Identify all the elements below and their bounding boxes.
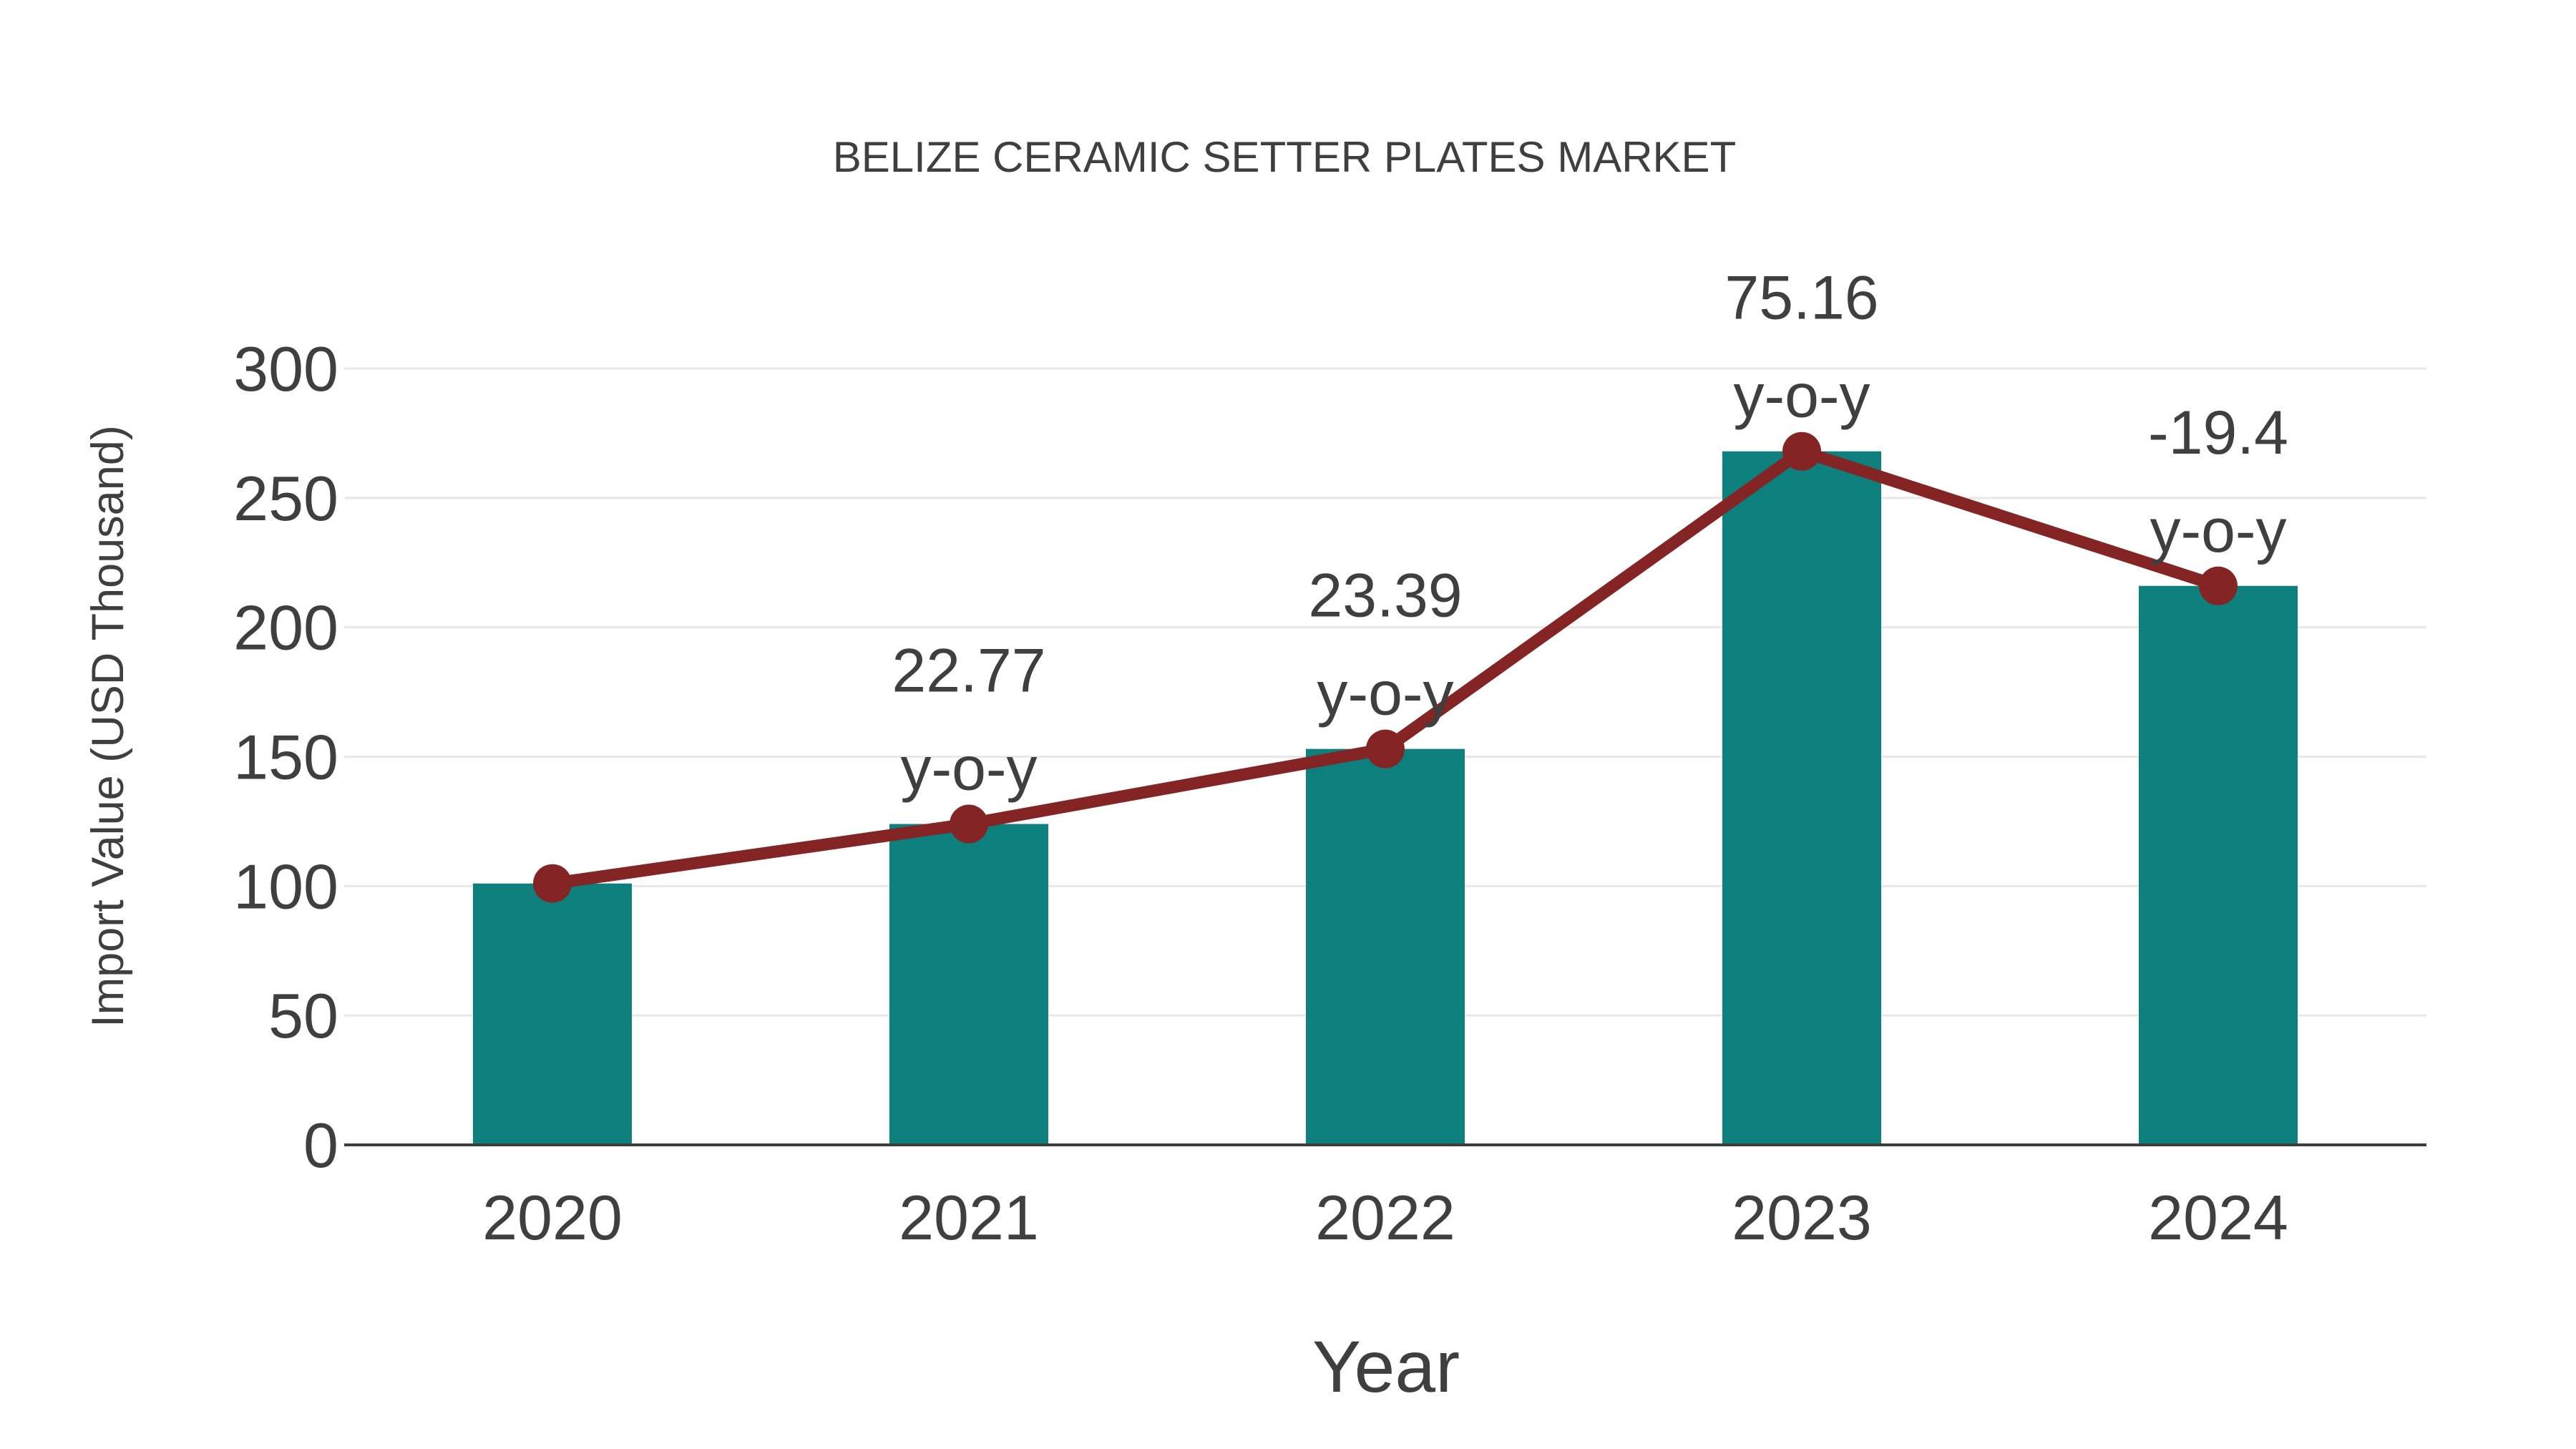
yoy-suffix-label-2021: y-o-y xyxy=(900,735,1037,804)
yoy-value-label-2021: 22.77 xyxy=(892,637,1045,706)
yoy-suffix-label-2024: y-o-y xyxy=(2150,497,2286,565)
trend-marker-2022 xyxy=(1366,729,1405,769)
bar-2024 xyxy=(2139,585,2298,1145)
x-tick-2021: 2021 xyxy=(899,1182,1039,1253)
y-axis-tick-labels: 0 50 100 150 200 250 300 xyxy=(233,333,338,1181)
yoy-suffix-label-2023: y-o-y xyxy=(1733,362,1870,431)
x-tick-2022: 2022 xyxy=(1315,1182,1455,1253)
x-axis-title: Year xyxy=(1312,1326,1460,1407)
y-tick-100: 100 xyxy=(233,851,338,922)
bar-2021 xyxy=(889,824,1048,1145)
trend-marker-2024 xyxy=(2199,566,2238,605)
bar-series xyxy=(473,451,2298,1145)
yoy-value-label-2022: 23.39 xyxy=(1308,562,1462,630)
trend-marker-2021 xyxy=(950,804,988,844)
y-tick-250: 250 xyxy=(233,463,338,534)
trend-marker-2020 xyxy=(533,864,572,903)
y-tick-0: 0 xyxy=(303,1110,338,1181)
y-tick-50: 50 xyxy=(268,980,338,1051)
x-tick-2024: 2024 xyxy=(2148,1182,2288,1253)
chart-title: BELIZE CERAMIC SETTER PLATES MARKET xyxy=(833,133,1736,181)
x-tick-2020: 2020 xyxy=(482,1182,623,1253)
yoy-suffix-label-2022: y-o-y xyxy=(1317,660,1453,728)
bar-2023 xyxy=(1722,451,1881,1145)
trend-marker-2023 xyxy=(1782,431,1821,471)
x-tick-2023: 2023 xyxy=(1732,1182,1872,1253)
y-tick-300: 300 xyxy=(233,333,338,404)
yoy-value-label-2023: 75.16 xyxy=(1724,264,1878,333)
y-tick-150: 150 xyxy=(233,722,338,793)
trend-line-series xyxy=(533,431,2238,903)
y-axis-title: Import Value (USD Thousand) xyxy=(83,425,133,1028)
y-tick-200: 200 xyxy=(233,592,338,663)
yoy-value-label-2024: -19.4 xyxy=(2148,399,2288,467)
data-labels: 22.77 y-o-y 23.39 y-o-y 75.16 y-o-y -19.4 y-o-y xyxy=(892,264,2288,804)
bar-2022 xyxy=(1306,748,1465,1145)
bar-2020 xyxy=(473,883,632,1145)
x-axis-tick-labels: 2020 2021 2022 2023 2024 xyxy=(482,1182,2288,1253)
